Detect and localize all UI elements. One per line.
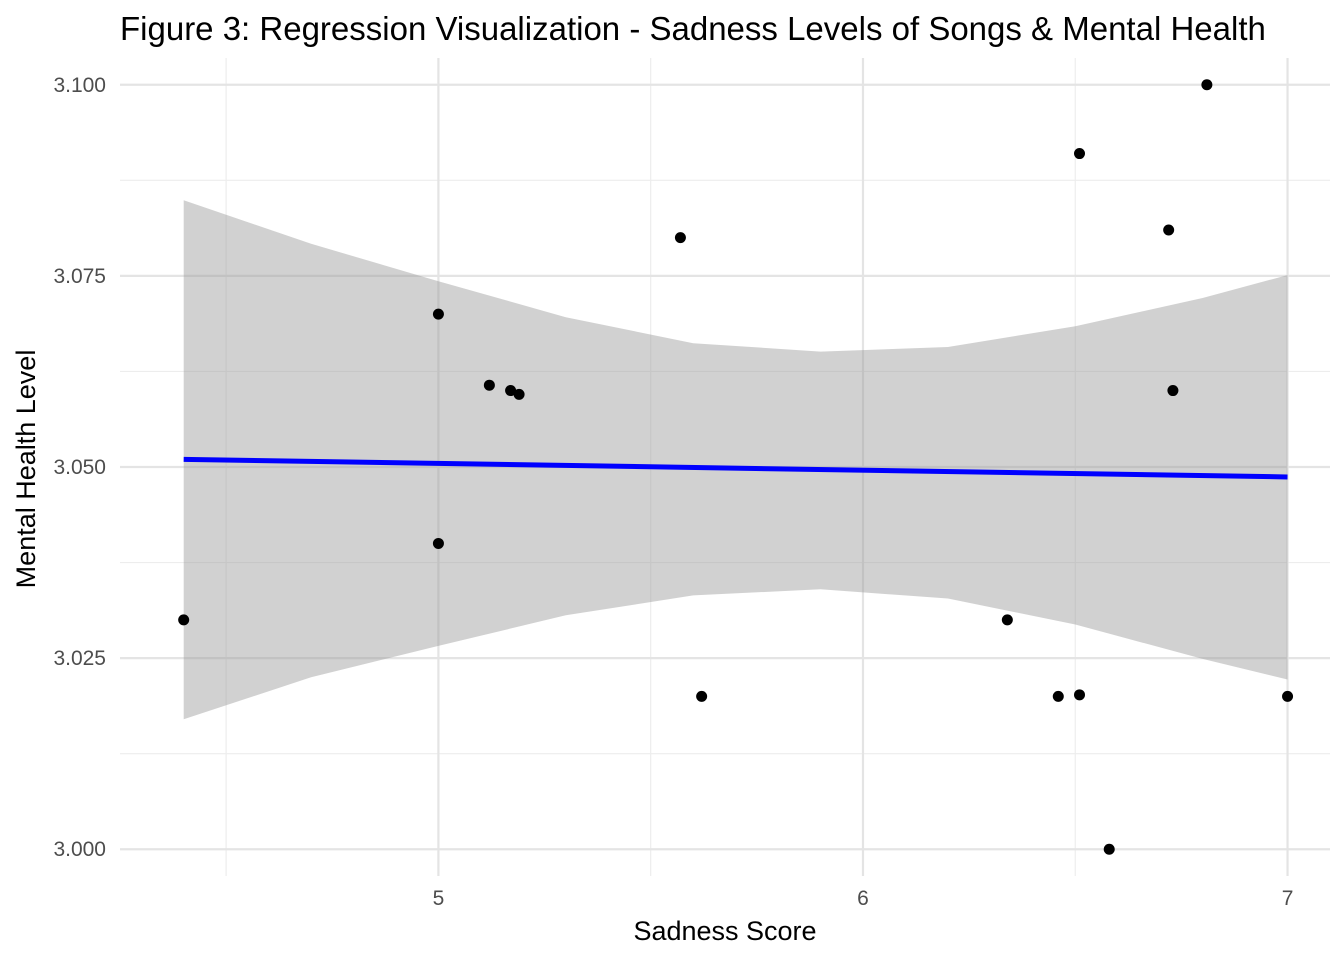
confidence-band-group [183, 200, 1288, 720]
data-point-16 [1282, 690, 1294, 702]
x-tick-label-0: 5 [433, 887, 445, 910]
regression-line [183, 456, 1288, 480]
y-tick-label-0: 3.000 [53, 838, 106, 861]
data-point-14 [1167, 385, 1179, 397]
data-point-6 [674, 232, 686, 244]
data-point-2 [432, 537, 444, 549]
y-tick-label-1: 3.025 [53, 647, 106, 670]
data-point-3 [483, 379, 495, 391]
data-point-8 [1001, 614, 1013, 626]
data-points [178, 79, 1294, 855]
x-tick-label-2: 7 [1282, 887, 1294, 910]
x-axis-title: Sadness Score [633, 916, 816, 946]
data-point-13 [1163, 224, 1175, 236]
data-point-1 [432, 308, 444, 320]
data-point-7 [696, 690, 708, 702]
data-point-4 [505, 385, 517, 397]
x-tick-label-1: 6 [857, 887, 869, 910]
y-tick-label-3: 3.075 [53, 265, 106, 288]
data-point-5 [513, 388, 525, 400]
data-point-15 [1201, 79, 1213, 91]
data-point-0 [178, 614, 190, 626]
confidence-band [183, 200, 1288, 720]
chart-title: Figure 3: Regression Visualization - Sad… [120, 10, 1266, 47]
y-axis-title: Mental Health Level [11, 350, 41, 589]
y-tick-label-2: 3.050 [53, 456, 106, 479]
tick-labels: 5 6 7 3.000 3.025 3.050 3.075 3.100 [53, 74, 1293, 910]
y-tick-label-4: 3.100 [53, 74, 106, 97]
regression-line-group [183, 456, 1288, 480]
data-point-9 [1052, 690, 1064, 702]
data-point-10 [1074, 689, 1086, 701]
data-point-11 [1074, 148, 1086, 160]
data-point-12 [1103, 843, 1115, 855]
